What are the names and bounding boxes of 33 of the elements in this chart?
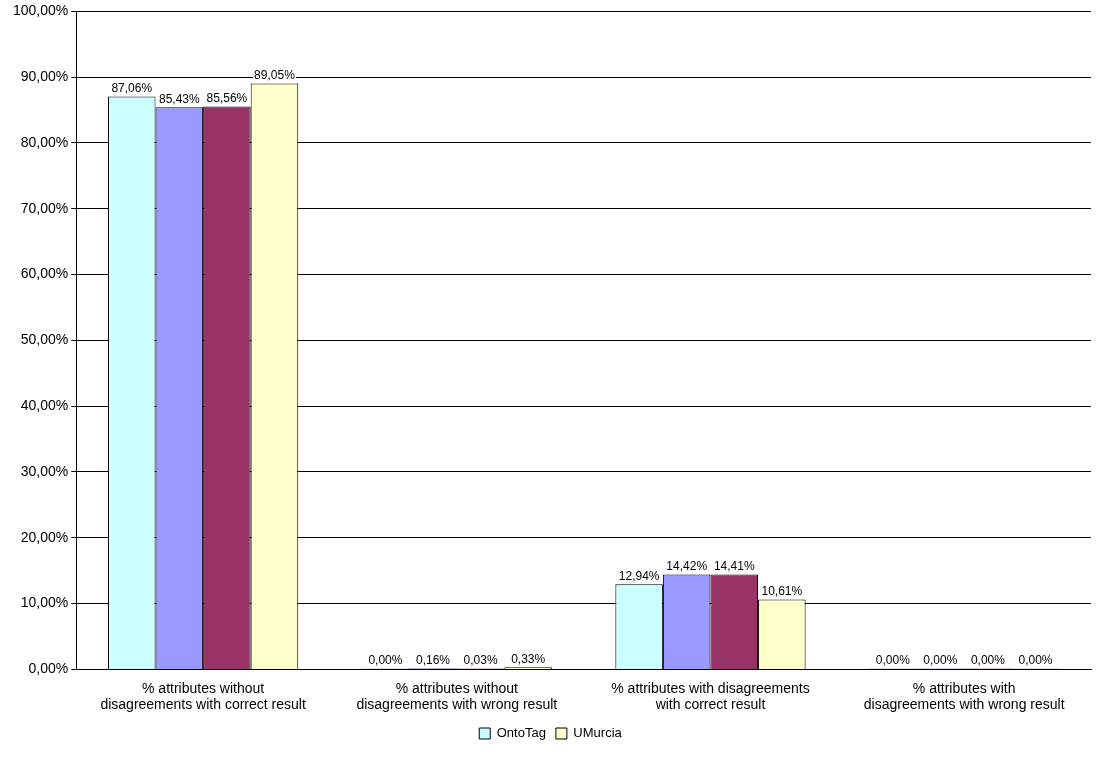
data-label: 0,33% [511, 651, 546, 666]
legend-label: UMurcia [573, 725, 623, 741]
data-label: 89,05% [254, 67, 296, 82]
y-tick-label: 10,00% [20, 594, 69, 611]
data-label: 0,16% [415, 652, 451, 667]
y-tick-label: 70,00% [20, 199, 69, 216]
y-tick-label: 20,00% [20, 528, 69, 545]
y-tick-label: 40,00% [20, 397, 69, 414]
data-label: 0,00% [368, 652, 403, 667]
data-label: 0,03% [463, 652, 498, 667]
data-label: 14,42% [666, 558, 708, 573]
y-tick-label: 80,00% [20, 133, 69, 150]
y-tick-label: 90,00% [20, 68, 69, 85]
y-tick-label: 0,00% [28, 660, 69, 677]
data-label: 0,00% [875, 652, 911, 667]
data-label: 0,00% [923, 652, 958, 667]
data-label: 10,61% [761, 583, 803, 598]
data-label: 85,56% [206, 90, 248, 105]
data-label: 85,43% [158, 91, 200, 106]
y-tick-label: 60,00% [20, 265, 69, 282]
x-tick-label: % attributes without disagreements with correct result [100, 679, 306, 713]
data-label: 14,41% [713, 558, 755, 573]
legend-label: OntoTag [496, 725, 546, 741]
y-tick-label: 100,00% [12, 2, 69, 19]
x-tick-label: % attributes without disagreements with wrong result [356, 679, 558, 713]
x-tick-label: % attributes with disagreements with wrong result [863, 679, 1065, 713]
data-label: 0,00% [1018, 652, 1053, 667]
y-tick-label: 50,00% [20, 331, 69, 348]
y-tick-label: 30,00% [20, 462, 69, 479]
data-label: 12,94% [618, 568, 660, 583]
data-label: 87,06% [111, 80, 153, 95]
data-label: 0,00% [970, 652, 1006, 667]
x-tick-label: % attributes with disagreements with correct result [611, 679, 810, 713]
